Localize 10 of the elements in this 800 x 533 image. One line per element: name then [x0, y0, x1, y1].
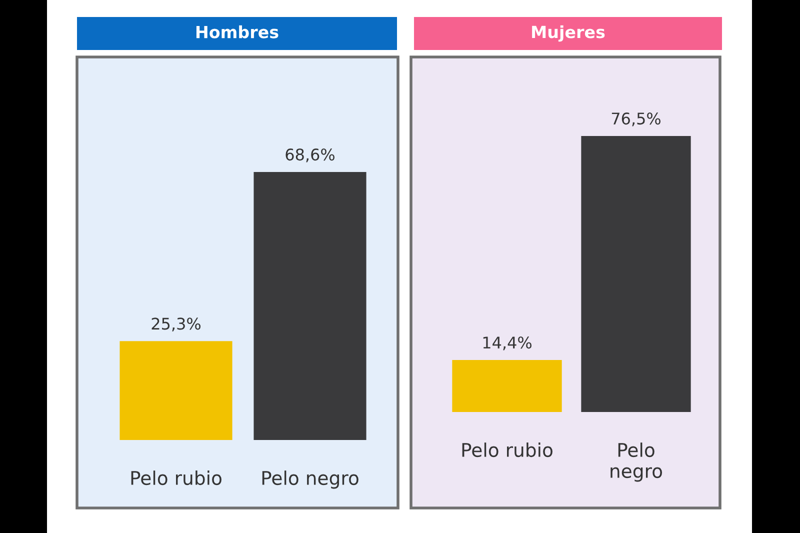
x-tick-label: Pelo negro: [610, 442, 662, 482]
chart-title: Hombres: [196, 25, 278, 38]
x-tick-label: Pelo rubio: [131, 470, 222, 486]
chart-title: Mujeres: [532, 25, 605, 42]
data-label: 76,5%: [612, 112, 660, 126]
x-tick-label: Pelo rubio: [462, 442, 552, 458]
data-label: 25,3%: [152, 318, 200, 332]
data-label: 14,4%: [483, 336, 532, 350]
x-tick-label: Pelo negro: [262, 470, 358, 489]
data-label: 68,6%: [286, 148, 334, 162]
